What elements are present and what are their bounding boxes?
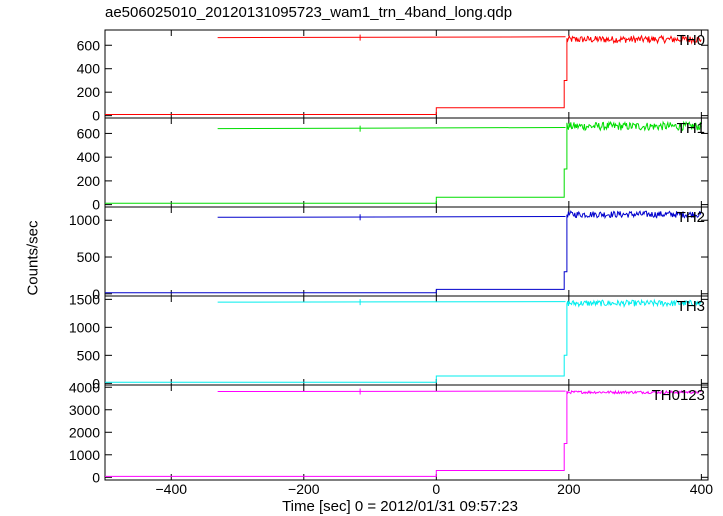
panel-label-TH0123: TH0123 <box>652 387 705 404</box>
y-tick-label-TH0: 400 <box>77 61 101 77</box>
x-tick-label: 400 <box>690 481 714 497</box>
chart-title: ae506025010_20120131095723_wam1_trn_4ban… <box>105 4 513 21</box>
panel-frame-TH3 <box>104 295 709 386</box>
upper-trace-TH2 <box>217 216 566 218</box>
y-tick-label-TH0: 200 <box>77 84 101 100</box>
panel-label-TH3: TH3 <box>677 298 705 315</box>
panel-frame-TH0 <box>104 29 709 119</box>
y-tick-label-TH0123: 4000 <box>69 379 100 395</box>
panel-frame-TH1 <box>104 117 709 208</box>
y-tick-label-TH1: 0 <box>92 197 100 213</box>
x-tick-label: 200 <box>557 481 581 497</box>
x-axis-label: Time [sec] 0 = 2012/01/31 09:57:23 <box>282 498 518 515</box>
y-tick-label-TH0: 0 <box>92 108 100 124</box>
y-tick-label-TH0123: 0 <box>92 469 100 485</box>
upper-trace-TH0 <box>217 36 566 39</box>
light-curve-TH3 <box>105 298 702 383</box>
light-curve-TH0123 <box>105 389 702 477</box>
y-tick-label-TH3: 1000 <box>69 319 100 335</box>
panel-label-TH0: TH0 <box>677 32 705 49</box>
y-tick-label-TH0: 600 <box>77 37 101 53</box>
panel-label-TH1: TH1 <box>677 120 705 137</box>
panel-frame-TH0123 <box>104 384 709 481</box>
y-tick-label-TH1: 600 <box>77 125 101 141</box>
upper-trace-TH3 <box>217 301 566 303</box>
y-tick-label-TH2: 500 <box>77 249 101 265</box>
y-tick-label-TH2: 1000 <box>69 212 100 228</box>
x-tick-label: −400 <box>155 481 187 497</box>
y-tick-label-TH1: 200 <box>77 173 101 189</box>
light-curve-TH2 <box>105 210 702 294</box>
x-tick-label: 0 <box>432 481 440 497</box>
y-tick-label-TH3: 1500 <box>69 291 100 307</box>
light-curve-TH0 <box>105 34 702 115</box>
upper-trace-TH1 <box>217 126 566 130</box>
y-tick-label-TH0123: 2000 <box>69 424 100 440</box>
y-tick-label-TH3: 0 <box>92 375 100 391</box>
x-tick-label: −200 <box>288 481 320 497</box>
y-tick-label-TH3: 500 <box>77 347 101 363</box>
y-tick-label-TH2: 0 <box>92 286 100 302</box>
y-tick-label-TH0123: 1000 <box>69 447 100 463</box>
light-curve-TH1 <box>105 120 702 204</box>
y-tick-label-TH1: 400 <box>77 149 101 165</box>
panel-label-TH2: TH2 <box>677 209 705 226</box>
y-tick-label-TH0123: 3000 <box>69 402 100 418</box>
panel-frame-TH2 <box>104 206 709 297</box>
